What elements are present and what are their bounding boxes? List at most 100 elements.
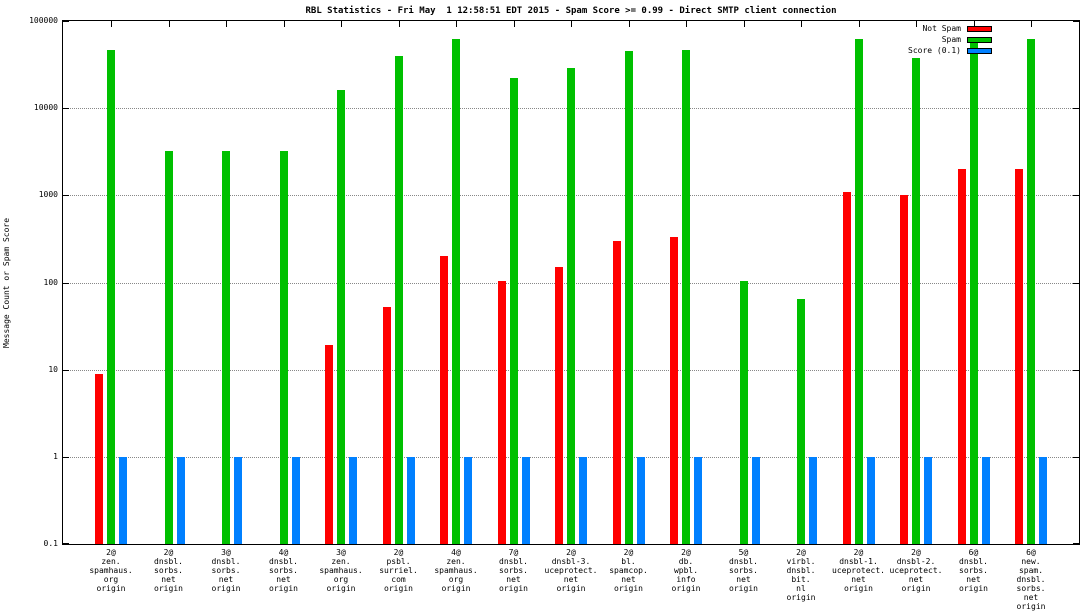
x-tick	[973, 21, 975, 27]
bar-spam	[164, 151, 173, 544]
x-tick	[226, 21, 227, 27]
bar-spam	[279, 151, 288, 544]
y-axis-label: Message Count or Spam Score	[2, 217, 11, 348]
y-tick	[63, 282, 69, 284]
x-tick	[628, 21, 630, 27]
y-tick	[63, 369, 69, 371]
bar-not-spam	[382, 307, 391, 544]
plot-area: 0.1 1 10 100 1000 10000 100000 2@ zen. spamhaus…	[29, 16, 1080, 611]
bar-spam	[682, 49, 690, 544]
bar-score-0-1	[119, 456, 127, 544]
x-category-label: 2@ virbl. dnsbl. bit. nl origin	[786, 548, 816, 602]
chart-title: RBL Statistics - Fri May 1 12:58:51 EDT …	[305, 6, 837, 16]
y-tick	[63, 195, 69, 197]
x-category-label: 4@ dnsbl. sorbs. net origin	[269, 548, 298, 593]
legend-label: Not Spam	[922, 24, 961, 33]
bar-score-0-1	[809, 456, 817, 544]
y-tick-label: 0.1	[43, 539, 58, 548]
bar-score-0-1	[636, 456, 645, 544]
bar-score-0-1	[291, 456, 300, 544]
x-tick	[1031, 21, 1032, 27]
y-tick	[63, 543, 69, 544]
x-category-label: 2@ db. wpbl. info origin	[671, 548, 701, 593]
x-category-label: 4@ zen. spamhaus. org origin	[434, 548, 478, 593]
bar-spam	[509, 78, 518, 544]
bar-spam	[107, 50, 115, 544]
x-tick	[341, 21, 342, 27]
y-tick-label: 1	[53, 451, 58, 461]
legend-swatch	[967, 36, 992, 43]
bar-spam	[969, 39, 978, 544]
y-tick	[1073, 369, 1079, 371]
x-category-label: 5@ dnsbl. sorbs. net origin	[729, 548, 758, 593]
x-tick	[571, 21, 572, 27]
bar-score-0-1	[234, 456, 242, 544]
bar-score-0-1	[579, 456, 587, 544]
bar-score-0-1	[866, 456, 875, 544]
y-tick	[63, 456, 69, 458]
bar-score-0-1	[981, 456, 990, 544]
legend-item: Score (0.1)	[908, 46, 992, 55]
legend-swatch	[967, 47, 992, 54]
bar-spam	[394, 55, 403, 544]
bar-score-0-1	[521, 456, 530, 544]
x-tick	[743, 21, 745, 27]
bar-not-spam	[555, 267, 563, 544]
bar-spam	[452, 39, 460, 544]
x-category-label: 6@ dnsbl. sorbs. net origin	[959, 548, 988, 593]
x-category-label: 2@ bl. spamcop. net origin	[609, 548, 648, 593]
bar-not-spam	[612, 240, 621, 544]
x-category-label: 2@ psbl. surriel. com origin	[379, 548, 418, 593]
bar-score-0-1	[694, 456, 702, 544]
x-category-label: 7@ dnsbl. sorbs. net origin	[499, 548, 528, 593]
bar-spam	[854, 39, 863, 544]
y-tick-label: 1000	[38, 190, 58, 200]
bar-spam	[739, 280, 748, 544]
bar-spam	[912, 57, 920, 544]
x-category-label: 2@ dnsbl-3. uceprotect. net origin	[544, 548, 598, 593]
y-tick-label: 10	[48, 364, 58, 374]
x-tick	[858, 21, 860, 27]
bar-not-spam	[440, 256, 448, 544]
x-category-label: 3@ dnsbl. sorbs. net origin	[211, 548, 241, 593]
bar-spam	[222, 151, 230, 544]
y-tick	[1073, 195, 1079, 197]
bar-not-spam	[497, 280, 506, 544]
x-category-label: 2@ zen. spamhaus. org origin	[89, 548, 133, 593]
bar-spam	[624, 51, 633, 544]
y-tick-label: 10000	[33, 103, 58, 113]
x-tick	[168, 21, 170, 27]
bar-spam	[337, 90, 345, 544]
legend-label: Score (0.1)	[908, 46, 961, 55]
bar-score-0-1	[924, 456, 932, 544]
y-tick	[1073, 21, 1079, 22]
bar-score-0-1	[1039, 456, 1047, 544]
bar-spam	[1027, 39, 1035, 544]
legend-item: Spam	[908, 35, 992, 44]
bar-score-0-1	[464, 456, 472, 544]
bar-not-spam	[95, 373, 103, 544]
bar-spam	[797, 298, 805, 544]
bar-not-spam	[1015, 169, 1023, 544]
bar-score-0-1	[751, 456, 760, 544]
x-category-label: 6@ new. spam. dnsbl. sorbs. net origin	[1016, 548, 1046, 611]
y-tick	[63, 108, 69, 110]
bar-not-spam	[325, 345, 333, 544]
y-tick	[1073, 282, 1079, 284]
x-category-label: 2@ dnsbl-2. uceprotect. net origin	[889, 548, 943, 593]
y-tick	[1073, 543, 1079, 544]
x-category-label: 2@ dnsbl-1. uceprotect. net origin	[832, 548, 885, 593]
x-category-label: 3@ zen. spamhaus. org origin	[319, 548, 363, 593]
legend-item: Not Spam	[908, 24, 992, 33]
y-tick-label: 100	[43, 277, 58, 287]
x-tick	[513, 21, 515, 27]
legend: Not Spam Spam Score (0.1)	[908, 24, 992, 55]
bar-not-spam	[670, 237, 678, 544]
bar-not-spam	[842, 191, 851, 544]
bar-spam	[567, 67, 575, 544]
bar-score-0-1	[349, 456, 357, 544]
x-tick	[686, 21, 687, 27]
legend-label: Spam	[941, 35, 961, 44]
legend-swatch	[967, 25, 992, 32]
